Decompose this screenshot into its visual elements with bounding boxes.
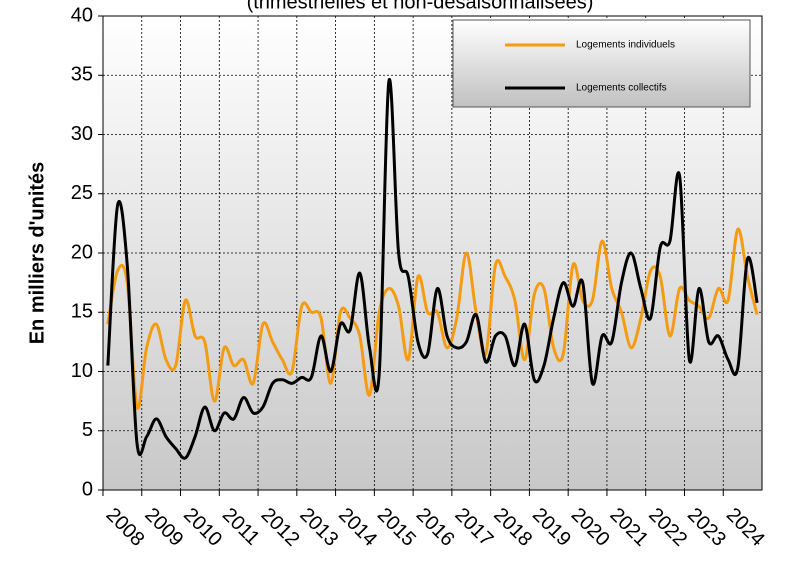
x-tick-label: 2022: [644, 504, 691, 551]
x-tick-label: 2015: [373, 504, 420, 551]
y-axis-label: En milliers d'unités: [26, 162, 48, 345]
y-tick-label: 15: [71, 301, 93, 323]
x-tick-label: 2023: [683, 504, 730, 551]
y-tick-label: 10: [71, 360, 93, 382]
x-tick-label: 2020: [567, 504, 614, 551]
y-tick-label: 40: [71, 4, 93, 26]
x-tick-label: 2011: [218, 504, 264, 550]
legend-box: [452, 19, 751, 108]
x-tick-label: 2009: [140, 504, 187, 551]
legend-label: Logements collectifs: [576, 83, 667, 94]
plot-frame: [102, 15, 763, 491]
y-tick-label: 30: [71, 123, 93, 145]
x-tick-label: 2008: [102, 504, 149, 551]
line-series: [106, 227, 759, 410]
legend-label: Logements individuels: [576, 40, 675, 51]
chart-subtitle: (trimestrielles et non-désaisonnalisées): [247, 0, 594, 13]
y-tick-label: 0: [82, 478, 93, 500]
y-tick-label: 25: [71, 182, 93, 204]
x-tick-label: 2024: [722, 504, 769, 551]
x-tick-label: 2012: [257, 504, 304, 551]
x-tick-label: 2016: [412, 504, 459, 551]
y-tick-label: 35: [71, 64, 93, 86]
y-tick-label: 20: [71, 241, 93, 263]
x-tick-label: 2013: [295, 504, 342, 551]
x-tick-label: 2014: [334, 504, 381, 551]
x-tick-label: 2010: [179, 504, 226, 551]
x-tick-label: 2021: [605, 504, 652, 551]
x-tick-label: 2017: [450, 504, 497, 551]
x-tick-label: 2018: [489, 504, 536, 551]
x-tick-label: 2019: [528, 504, 575, 551]
y-tick-label: 5: [82, 419, 93, 441]
line-series: [106, 77, 759, 460]
